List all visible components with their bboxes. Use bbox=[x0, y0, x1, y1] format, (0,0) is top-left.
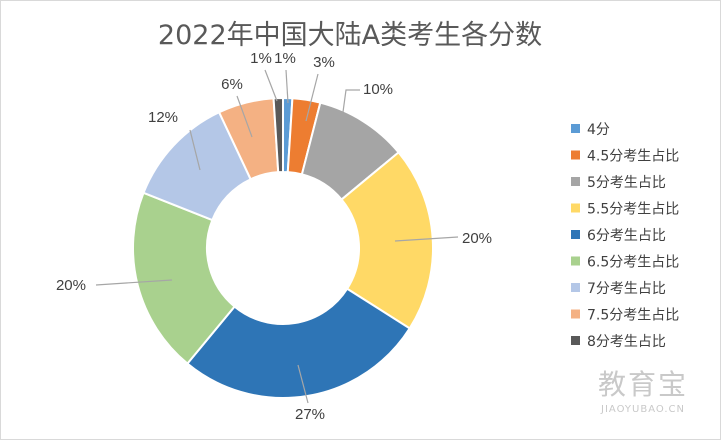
data-label-2: 3% bbox=[313, 54, 335, 71]
legend-swatch-3 bbox=[571, 177, 580, 186]
donut-slice-4 bbox=[340, 150, 434, 330]
legend-item-4: 5.5分考生占比 bbox=[587, 202, 679, 218]
legend-item-5: 6分考生占比 bbox=[587, 228, 666, 244]
donut-slice-5 bbox=[185, 287, 412, 399]
data-label-8: 6% bbox=[221, 76, 243, 93]
legend-swatch-9 bbox=[571, 336, 580, 345]
leader-line-8 bbox=[236, 95, 253, 138]
leader-line-3 bbox=[342, 89, 360, 113]
legend-swatch-1 bbox=[571, 124, 580, 133]
data-label-7: 12% bbox=[148, 109, 178, 126]
data-label-9: 1% bbox=[250, 50, 272, 67]
leader-line-2 bbox=[305, 73, 319, 122]
leader-line-7 bbox=[189, 129, 201, 171]
legend-item-8: 7.5分考生占比 bbox=[587, 308, 679, 324]
legend-swatch-7 bbox=[571, 283, 580, 292]
legend-item-3: 5分考生占比 bbox=[587, 175, 666, 191]
data-label-5: 27% bbox=[295, 406, 325, 423]
legend-item-9: 8分考生占比 bbox=[587, 334, 666, 350]
donut-slice-9 bbox=[272, 96, 284, 174]
legend-item-2: 4.5分考生占比 bbox=[587, 149, 679, 165]
data-label-6: 20% bbox=[56, 277, 86, 294]
legend: 4分 4.5分考生占比 5分考生占比 5.5分考生占比 6分考生占比 6.5分考生占比 7分… bbox=[571, 122, 679, 350]
legend-swatch-5 bbox=[571, 230, 580, 239]
leader-line-4 bbox=[394, 236, 459, 242]
leader-line-6 bbox=[95, 279, 173, 286]
legend-item-1: 4分 bbox=[587, 122, 610, 138]
watermark-logo: 教育宝 bbox=[598, 368, 688, 401]
watermark-url: JIAOYUBAO.CN bbox=[600, 404, 685, 415]
data-label-4: 20% bbox=[462, 230, 492, 247]
chart-title: 2022年中国大陆A类考生各分数 bbox=[158, 20, 542, 51]
data-label-3: 10% bbox=[363, 81, 393, 98]
donut-slice-6 bbox=[132, 191, 236, 365]
legend-item-7: 7分考生占比 bbox=[587, 281, 666, 297]
legend-swatch-2 bbox=[571, 150, 580, 160]
legend-item-6: 6.5分考生占比 bbox=[587, 255, 679, 271]
legend-swatch-6 bbox=[571, 256, 580, 266]
leader-line-1 bbox=[285, 69, 289, 104]
leader-line-9 bbox=[264, 69, 278, 102]
legend-swatch-4 bbox=[571, 203, 580, 213]
data-label-1: 1% bbox=[274, 50, 296, 67]
leader-line-5 bbox=[297, 364, 309, 404]
legend-swatch-8 bbox=[571, 309, 580, 319]
